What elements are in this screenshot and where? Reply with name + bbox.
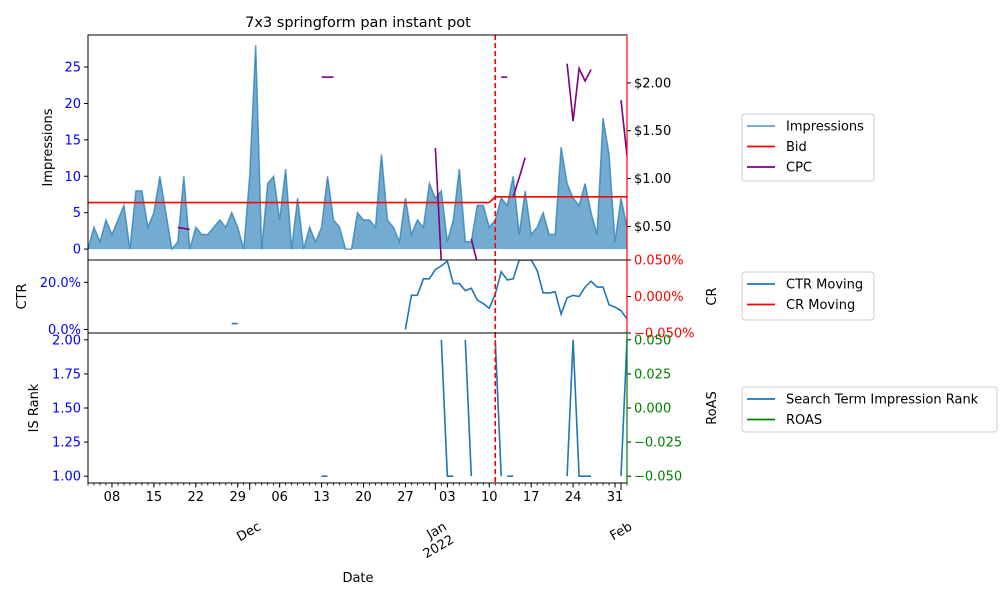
x-tick-label: 31 — [607, 490, 624, 505]
y2-tick-label: −0.050% — [634, 327, 694, 342]
chart-title: 7x3 springform pan instant pot — [245, 15, 471, 31]
series-ctr-moving-segment — [404, 260, 627, 330]
ctr-panel-frame — [87, 259, 628, 334]
legends: Impressions Bid CPC CTR Moving CR Moving Sear… — [741, 113, 998, 433]
x-month-label: Feb — [608, 519, 635, 544]
rank-panel-frame — [87, 332, 628, 484]
panels: 0 5 10 15 20 25 Impressions $0.50 $1.00 $1.50 $2.0… — [15, 34, 720, 485]
y2-tick-label: $1.50 — [634, 124, 671, 139]
legend-2: CTR Moving CR Moving — [741, 271, 875, 321]
y-tick-label: 0 — [73, 243, 81, 258]
x-tick-label: 24 — [565, 490, 582, 505]
legend-label: CPC — [786, 161, 812, 176]
y-tick-label: 0.0% — [48, 323, 81, 338]
series-search-term-impression-rank-segment — [494, 339, 503, 477]
legend-1: Impressions Bid CPC — [741, 113, 875, 182]
legend-item: CR Moving — [747, 298, 855, 313]
x-axis-label: Date — [342, 571, 373, 586]
y-tick-label: 1.75 — [52, 367, 81, 382]
series-search-term-impression-rank-segment — [464, 339, 473, 477]
y2-tick-label: 0.000% — [634, 290, 684, 305]
legend-item: Bid — [747, 140, 807, 155]
x-tick-label: 08 — [104, 490, 121, 505]
impressions-panel-plot — [88, 45, 627, 260]
x-axis: 08 15 22 29 06 13 20 27 03 10 17 24 31 Dec Jan2022 Feb — [87, 483, 635, 562]
y-tick-label: 25 — [64, 61, 81, 76]
x-month-label: Jan2022 — [413, 519, 457, 562]
y-tick-label: 15 — [64, 133, 81, 148]
y2-axis-label: RoAS — [705, 391, 720, 425]
legend-item: ROAS — [747, 413, 822, 428]
y2-tick-label: 0.000 — [634, 402, 671, 417]
y-tick-label: 1.25 — [52, 436, 81, 451]
series-impressions-area — [88, 45, 627, 250]
y-tick-label: 1.50 — [52, 402, 81, 417]
y-tick-label: 5 — [73, 206, 81, 221]
series-search-term-impression-rank-segment — [566, 339, 592, 477]
y2-axis-label: CR — [705, 287, 720, 305]
legend-label: CTR Moving — [786, 278, 863, 293]
legend-item: Impressions — [747, 120, 864, 135]
x-tick-label: 17 — [523, 490, 540, 505]
legend-label: Search Term Impression Rank — [786, 393, 979, 408]
legend-item: CTR Moving — [747, 278, 863, 293]
x-tick-label: 15 — [146, 490, 163, 505]
y2-tick-label: −0.025 — [634, 436, 682, 451]
y2-tick-label: $1.00 — [634, 172, 671, 187]
series-cpc-segment — [620, 100, 627, 156]
ctr-panel-plot — [231, 260, 627, 330]
x-tick-label: 13 — [313, 490, 330, 505]
y2-tick-label: 0.050 — [634, 333, 671, 348]
impressions-panel: 0 5 10 15 20 25 Impressions $0.50 $1.00 $1.50 $2.0… — [41, 34, 671, 261]
y-axis-label: IS Rank — [27, 383, 42, 432]
y2-tick-label: $2.00 — [634, 76, 671, 91]
series-cpc-segment — [470, 238, 478, 260]
series-search-term-impression-rank-segment — [620, 339, 627, 477]
x-tick-label: 22 — [188, 490, 205, 505]
x-month-label: Dec — [234, 519, 263, 545]
series-cpc-segment — [434, 147, 442, 260]
x-tick-label: 29 — [229, 490, 246, 505]
y-tick-label: 1.00 — [52, 470, 81, 485]
x-tick-label: 06 — [271, 490, 288, 505]
legend-label: Bid — [786, 140, 807, 155]
x-tick-label: 10 — [481, 490, 498, 505]
y-axis-label: CTR — [15, 283, 30, 309]
x-tick-label: 20 — [355, 490, 372, 505]
legend-label: ROAS — [786, 413, 822, 428]
series-impressions-line — [88, 45, 627, 251]
y-tick-label: 2.00 — [52, 333, 81, 348]
x-tick-label: 03 — [439, 490, 456, 505]
legend-3: Search Term Impression Rank ROAS — [741, 386, 998, 433]
y2-tick-label: 0.050% — [634, 254, 684, 269]
legend-item: Search Term Impression Rank — [747, 393, 979, 408]
rank-panel-plot — [321, 339, 627, 477]
y-tick-label: 10 — [64, 170, 81, 185]
ctr-panel: 0.0% 20.0% CTR −0.050% 0.000% 0.050% CR — [15, 254, 720, 342]
legend-label: Impressions — [786, 120, 864, 135]
y-tick-label: 20.0% — [40, 276, 81, 291]
rank-panel: 1.00 1.25 1.50 1.75 2.00 IS Rank −0.050 −0.025 0… — [27, 332, 720, 485]
y-axis-label: Impressions — [41, 108, 56, 186]
legend-label: CR Moving — [786, 298, 855, 313]
y2-tick-label: $0.50 — [634, 220, 671, 235]
y2-tick-label: 0.025 — [634, 367, 671, 382]
legend-item: CPC — [747, 161, 812, 176]
series-bid-step — [488, 196, 496, 204]
series-cpc-segment — [177, 226, 190, 231]
x-tick-label: 27 — [397, 490, 414, 505]
series-cpc-segment — [512, 157, 526, 198]
series-cpc-segment — [566, 63, 592, 122]
series-search-term-impression-rank-segment — [440, 339, 454, 477]
y-tick-label: 20 — [64, 97, 81, 112]
y2-tick-label: −0.050 — [634, 470, 682, 485]
